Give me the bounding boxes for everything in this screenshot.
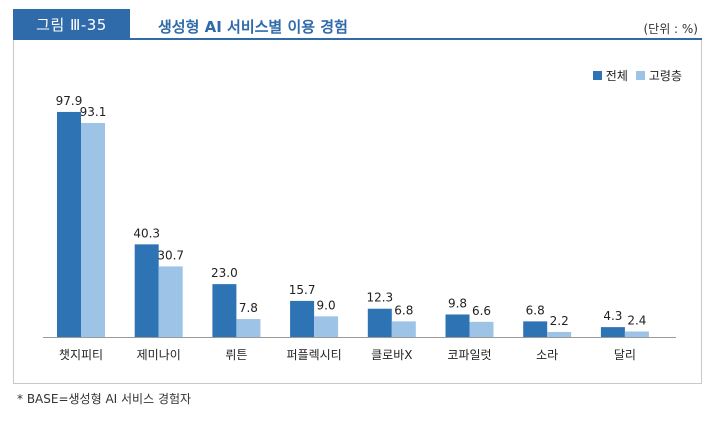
figure-header: 그림 Ⅲ-35 생성형 AI 서비스별 이용 경험 (단위 : %): [0, 0, 720, 40]
unit-label: (단위 : %): [643, 22, 698, 36]
legend-swatch-series1: [592, 71, 602, 80]
chart-frame: [13, 40, 702, 384]
category-label-8: 달리: [614, 348, 636, 362]
bar-1-6: [445, 314, 470, 337]
footnote: * BASE=생성형 AI 서비스 경험자: [17, 392, 192, 406]
category-label-7: 소라: [536, 348, 558, 362]
category-label-3: 뤼튼: [225, 348, 247, 362]
category-label-4: 퍼플렉시티: [286, 348, 341, 362]
data-label-1-5: 12.3: [366, 291, 393, 305]
bar-1-2: [134, 244, 159, 337]
bar-2-2: [158, 266, 183, 337]
data-label-1-1: 97.9: [56, 94, 83, 108]
data-label-2-2: 30.7: [157, 248, 184, 262]
chart-legend: 전체 고령층: [592, 67, 682, 84]
bar-2-4: [314, 316, 339, 337]
data-label-2-5: 6.8: [394, 303, 413, 317]
data-label-2-1: 93.1: [80, 105, 107, 119]
header-rule: [13, 38, 702, 40]
data-label-2-6: 6.6: [472, 304, 491, 318]
legend-item-series2: 고령층: [635, 67, 682, 84]
bar-1-5: [367, 308, 392, 337]
data-label-2-4: 9.0: [317, 298, 336, 312]
bar-1-4: [290, 300, 315, 337]
data-label-2-7: 2.2: [550, 314, 569, 328]
chart-title: 생성형 AI 서비스별 이용 경험: [158, 18, 348, 36]
legend-swatch-series2: [635, 71, 645, 80]
bar-2-8: [624, 331, 649, 337]
bar-2-1: [81, 122, 105, 337]
data-label-2-3: 7.8: [239, 301, 258, 315]
legend-label-series1: 전체: [605, 69, 628, 83]
data-label-1-2: 40.3: [133, 226, 160, 240]
category-label-1: 챗지피티: [59, 347, 103, 362]
data-label-1-4: 15.7: [289, 283, 316, 297]
data-label-1-7: 6.8: [526, 303, 545, 317]
legend-label-series2: 고령층: [648, 69, 682, 83]
bar-1-8: [600, 327, 625, 337]
bar-1-1: [57, 111, 81, 338]
legend-item-series1: 전체: [592, 67, 628, 84]
data-label-1-3: 23.0: [211, 266, 238, 280]
figure-label: 그림 Ⅲ-35: [13, 9, 130, 40]
data-label-1-6: 9.8: [448, 296, 467, 310]
data-label-1-8: 4.3: [603, 309, 622, 323]
category-label-6: 코파일럿: [447, 348, 491, 362]
bar-2-5: [391, 321, 416, 337]
bar-1-3: [212, 284, 237, 337]
bar-1-7: [523, 321, 548, 337]
bar-2-3: [236, 319, 261, 337]
category-label-2: 제미나이: [137, 348, 181, 362]
data-label-2-8: 2.4: [627, 313, 646, 327]
bar-2-6: [469, 321, 494, 337]
category-label-5: 클로바X: [371, 348, 412, 362]
bar-2-7: [547, 331, 572, 337]
